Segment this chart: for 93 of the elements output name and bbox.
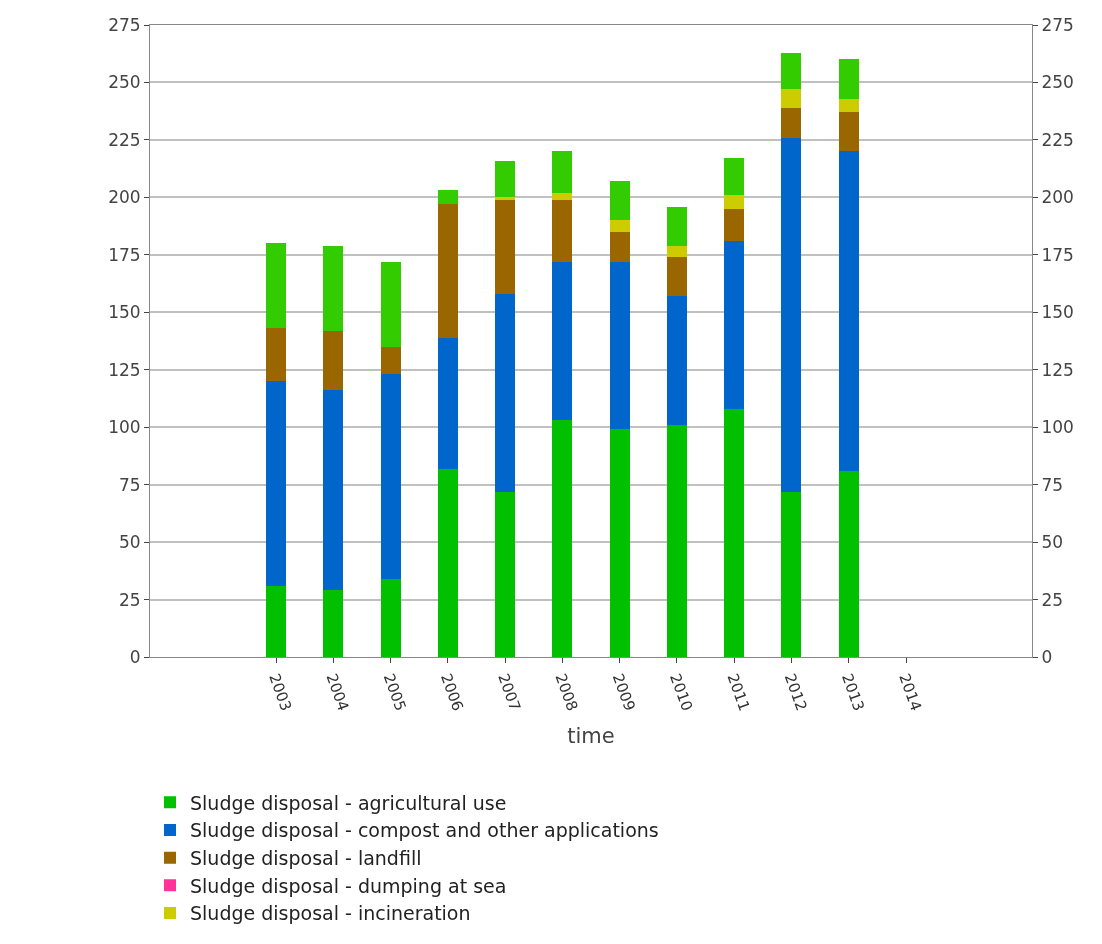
bar: [724, 408, 745, 657]
bar: [666, 257, 687, 297]
bar: [323, 590, 344, 657]
y-tick-label: 0: [129, 646, 141, 667]
bar: [323, 245, 344, 331]
x-tick-label: 2011: [723, 671, 754, 714]
bar: [781, 52, 802, 90]
bar: [552, 420, 573, 657]
bar: [724, 195, 745, 209]
bar: [437, 337, 458, 469]
legend-label: Sludge disposal - incineration: [190, 902, 471, 925]
y-tick-label: 125: [108, 359, 141, 380]
bar: [724, 241, 745, 409]
bar: [781, 491, 802, 657]
bar: [724, 208, 745, 242]
y-tick-label: 275: [108, 14, 141, 35]
y-tick-label: 25: [118, 589, 141, 610]
y2-tick-label: 250: [1041, 72, 1074, 93]
bar: [495, 197, 516, 200]
x-axis-title: time: [567, 723, 615, 748]
y2-tick-label: 150: [1041, 302, 1074, 323]
bar: [552, 261, 573, 421]
bar: [380, 346, 401, 375]
bar: [495, 491, 516, 657]
y-tick-label: 250: [108, 72, 141, 93]
bar: [838, 470, 859, 657]
bar: [265, 328, 287, 382]
bar: [666, 424, 687, 657]
bar: [552, 151, 573, 193]
y2-tick-label: 25: [1041, 589, 1064, 610]
y2-tick-label: 50: [1041, 532, 1064, 553]
y2-tick-label: 125: [1041, 359, 1074, 380]
bar: [323, 330, 344, 391]
x-tick-label: 2012: [780, 671, 811, 714]
bar: [495, 199, 516, 294]
bar: [552, 192, 573, 200]
bar: [781, 137, 802, 492]
bar: [265, 243, 287, 329]
y2-tick-label: 275: [1041, 14, 1074, 35]
bar: [781, 107, 802, 138]
x-tick-label: 2014: [895, 671, 926, 714]
bar: [609, 429, 630, 657]
x-tick-label: 2006: [437, 671, 467, 714]
legend-label: Sludge disposal - landfill: [190, 847, 422, 870]
bar: [323, 390, 344, 591]
y-tick-label: 100: [108, 417, 141, 438]
bar: [781, 89, 802, 108]
bar: [609, 231, 630, 262]
y-tick-label: 50: [118, 532, 141, 553]
bar: [666, 296, 687, 425]
bar: [265, 585, 287, 657]
bar: [437, 204, 458, 338]
y2-tick-label: 100: [1041, 417, 1074, 438]
legend-label: Sludge disposal - agricultural use: [190, 791, 507, 814]
bar: [380, 374, 401, 579]
legend-label: Sludge disposal - compost and other applications: [190, 819, 659, 842]
y-tick-label: 175: [108, 244, 141, 265]
bar: [380, 578, 401, 657]
x-tick-label: 2010: [666, 671, 697, 714]
bar: [609, 220, 630, 232]
x-tick-label: 2008: [551, 671, 582, 714]
bar: [724, 158, 745, 196]
y-tick-label: 200: [108, 187, 141, 208]
y-tick-label: 150: [108, 302, 141, 323]
y2-tick-label: 75: [1041, 474, 1064, 495]
x-tick-label: 2007: [494, 671, 525, 714]
bar: [838, 98, 859, 113]
y2-tick-label: 200: [1041, 187, 1074, 208]
x-tick-label: 2003: [265, 671, 296, 714]
x-tick-label: 2004: [322, 671, 353, 714]
bar: [838, 112, 859, 152]
bar: [609, 261, 630, 430]
bar: [609, 181, 630, 221]
bar: [838, 59, 859, 99]
bar: [265, 381, 287, 586]
y-tick-label: 225: [108, 129, 141, 150]
bar: [838, 151, 859, 471]
y-tick-label: 75: [118, 474, 141, 495]
bar: [437, 190, 458, 205]
y2-tick-label: 175: [1041, 244, 1074, 265]
bar: [380, 261, 401, 347]
bar: [552, 199, 573, 262]
bar: [666, 245, 687, 258]
y2-tick-label: 225: [1041, 129, 1074, 150]
x-tick-label: 2009: [608, 671, 639, 714]
bar: [495, 293, 516, 492]
y2-tick-label: 0: [1041, 646, 1053, 667]
bar: [666, 206, 687, 246]
x-tick-label: 2013: [837, 671, 868, 714]
bar: [495, 160, 516, 198]
x-tick-label: 2005: [379, 671, 410, 714]
legend-label: Sludge disposal - dumping at sea: [190, 874, 507, 897]
bar: [437, 468, 458, 657]
